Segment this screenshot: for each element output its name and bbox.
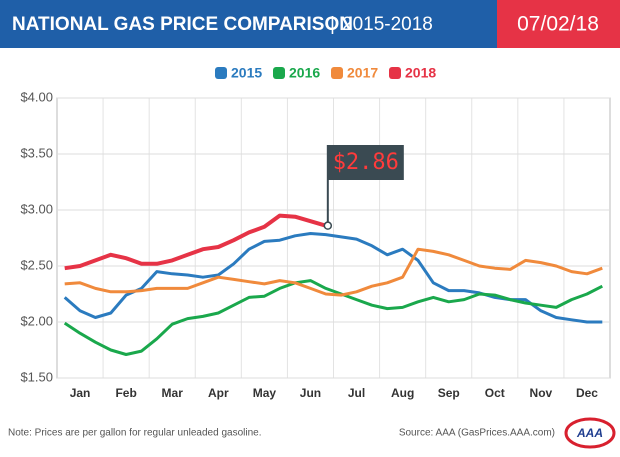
y-tick-label: $3.50 — [20, 145, 53, 160]
chart-title: NATIONAL GAS PRICE COMPARISON — [12, 14, 353, 35]
x-tick-label: Nov — [530, 386, 553, 400]
annotation: $2.86 — [333, 150, 399, 175]
legend-swatch — [273, 67, 285, 79]
chart-subtitle: 2015-2018 — [342, 14, 433, 35]
flag-box — [327, 145, 404, 180]
series-line — [64, 247, 603, 297]
legend-swatch — [331, 67, 343, 79]
x-tick-label: Apr — [208, 386, 229, 400]
x-tick-label: Oct — [485, 386, 505, 400]
source: Source: AAA (GasPrices.AAA.com) — [399, 428, 555, 439]
y-tick-label: $1.50 — [20, 369, 53, 384]
x-tick-label: Sep — [438, 386, 460, 400]
x-tick-label: Jun — [300, 386, 321, 400]
x-tick-label: Mar — [162, 386, 184, 400]
y-tick-label: $3.00 — [20, 201, 53, 216]
y-tick-label: $2.50 — [20, 257, 53, 272]
date-band — [497, 0, 620, 48]
x-tick-label: Jan — [70, 386, 91, 400]
x-tick-label: Dec — [576, 386, 598, 400]
legend-label: 2015 — [231, 65, 262, 81]
legend-label: 2017 — [347, 65, 378, 81]
date: 07/02/18 — [517, 13, 599, 36]
x-tick-label: Jul — [348, 386, 365, 400]
series-line — [64, 213, 327, 271]
x-tick-label: Feb — [115, 386, 136, 400]
legend-swatch — [389, 67, 401, 79]
logo-ring — [564, 417, 616, 449]
legend-label: 2018 — [405, 65, 436, 81]
note: Note: Prices are per gallon for regular … — [8, 428, 262, 439]
legend-swatch — [215, 67, 227, 79]
logo: AAA — [576, 426, 603, 440]
flag-point — [323, 221, 333, 230]
y-tick-label: $4.00 — [20, 89, 53, 104]
x-tick-label: May — [253, 386, 277, 400]
y-tick-label: $2.00 — [20, 313, 53, 328]
legend-label: 2016 — [289, 65, 320, 81]
x-tick-label: Aug — [391, 386, 414, 400]
separator: | — [330, 14, 335, 35]
series-line — [63, 279, 603, 356]
header-band — [0, 0, 497, 48]
